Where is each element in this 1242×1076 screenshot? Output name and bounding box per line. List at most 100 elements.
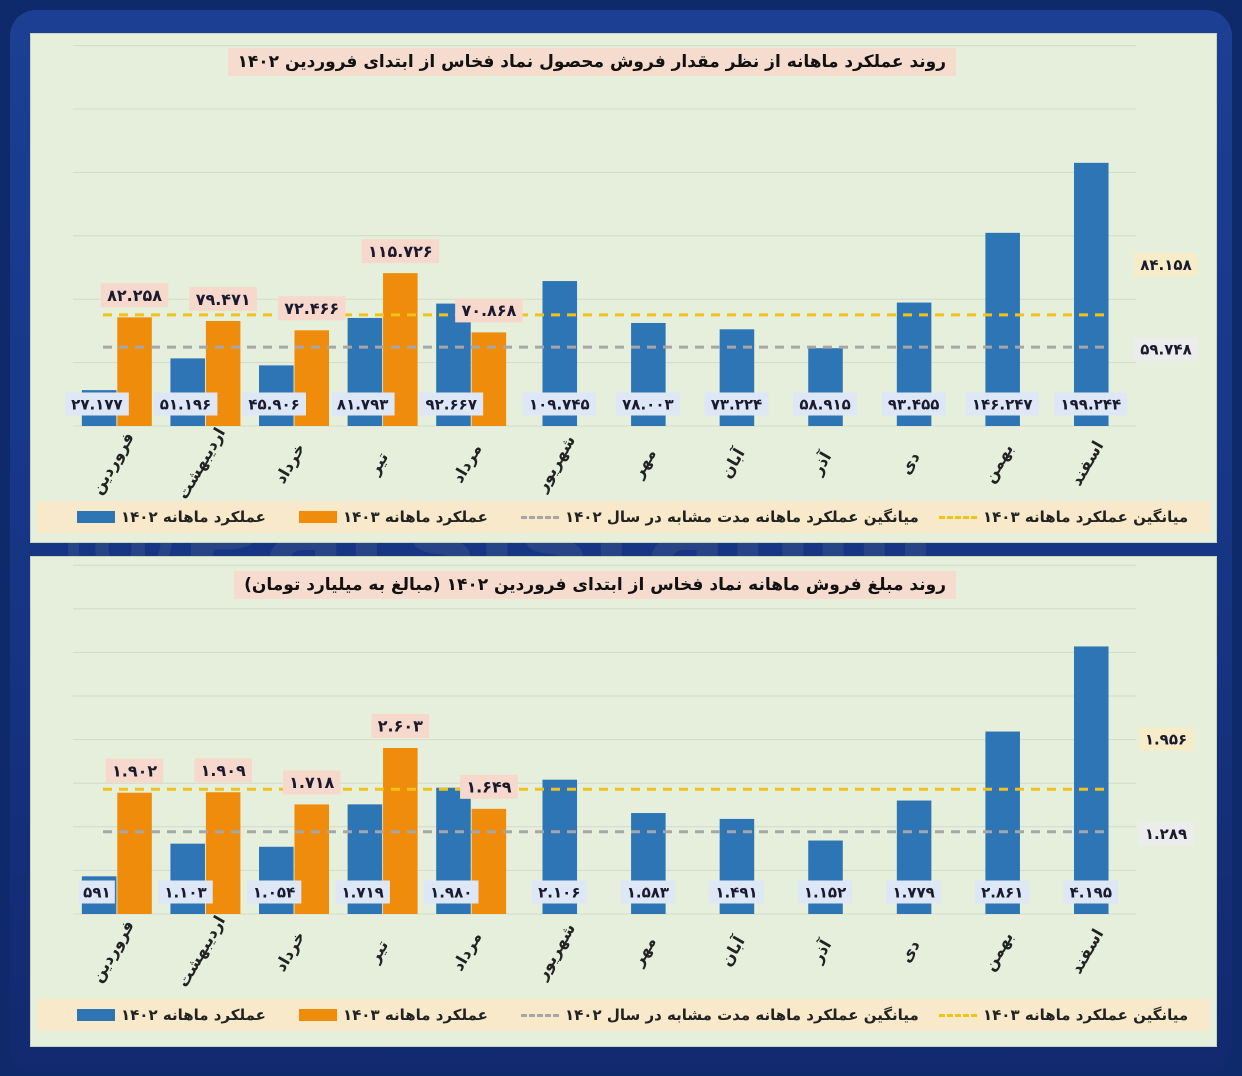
data-label-1403: ۲.۶۰۳ xyxy=(378,717,423,736)
legend-swatch-gray-dash xyxy=(521,515,559,519)
average-label: ۱.۲۸۹ xyxy=(1145,825,1187,843)
data-label-1402-bg xyxy=(881,392,946,416)
data-label-1402-bg xyxy=(78,880,115,904)
legend-label: میانگین عملکرد ماهانه ۱۴۰۳ xyxy=(983,1006,1189,1024)
data-label-1402: ۹۳.۴۵۵ xyxy=(888,395,939,413)
data-label-1403: ۱.۶۴۹ xyxy=(466,778,511,797)
average-label-bg xyxy=(1138,727,1194,751)
legend-label: میانگین عملکرد ماهانه ۱۴۰۳ xyxy=(983,508,1189,526)
chart-quantity: ۸۴.۱۵۸ ۵۹.۷۴۸ ۲۷.۱۷۷ ۵۱.۱۹۶ ۴۵.۹۰۶ ۸۱.۷۹۳ ۹۲.۶… xyxy=(65,45,1198,502)
data-label-1402: ۲.۱۰۶ xyxy=(538,883,580,901)
legend-item-avg-1403: میانگین عملکرد ماهانه ۱۴۰۳ xyxy=(939,506,1188,528)
chart-title-quantity: روند عملکرد ماهانه از نظر مقدار فروش محص… xyxy=(227,48,956,76)
legend-label: عملکرد ماهانه ۱۴۰۳ xyxy=(343,1006,488,1024)
data-label-1402: ۵۸.۹۱۵ xyxy=(799,395,850,413)
data-label-1402: ۱۹۹.۲۴۴ xyxy=(1061,395,1122,413)
legend-label: عملکرد ماهانه ۱۴۰۲ xyxy=(121,1006,266,1024)
average-label: ۸۴.۱۵۸ xyxy=(1140,256,1191,274)
average-label-bg xyxy=(1138,822,1194,846)
data-label-1402-bg xyxy=(965,392,1039,416)
data-label-1403: ۷۲.۴۶۶ xyxy=(284,299,339,318)
data-label-1402-bg xyxy=(330,392,395,416)
data-label-1402-bg xyxy=(620,880,676,904)
data-label-1402: ۱.۱۰۳ xyxy=(164,883,206,901)
category-label: مرداد xyxy=(448,928,485,974)
legend-item-avg-1402: میانگین عملکرد ماهانه مدت مشابه در سال ۱… xyxy=(521,1004,919,1026)
data-label-1402-bg xyxy=(158,880,213,904)
data-label-1402: ۴۵.۹۰۶ xyxy=(248,395,299,413)
data-label-1403: ۱۱۵.۷۲۶ xyxy=(368,242,433,261)
legend-quantity: عملکرد ماهانه ۱۴۰۲ عملکرد ماهانه ۱۴۰۳ می… xyxy=(37,501,1210,533)
data-label-1403-bg xyxy=(194,758,252,783)
data-label-1402-bg xyxy=(65,392,129,416)
chart-amount: ۱.۹۵۶ ۱.۲۸۹ ۵۹۱ ۱.۱۰۳ ۱.۰۵۴ ۱.۷۱۹ ۱.۹۸۰ ۲.۱۰۶ ۱.… xyxy=(73,564,1194,990)
data-label-1402-bg xyxy=(793,392,857,416)
data-label-1402: ۱.۷۱۹ xyxy=(342,883,384,901)
data-label-1402-bg xyxy=(886,880,941,904)
data-label-1402: ۱۴۶.۲۴۷ xyxy=(972,395,1033,413)
data-label-1402-bg xyxy=(153,392,218,416)
chart-title-amount: روند مبلغ فروش ماهانه نماد فخاس از ابتدا… xyxy=(234,571,956,599)
data-label-1402: ۱.۷۷۹ xyxy=(892,883,934,901)
legend-label: میانگین عملکرد ماهانه مدت مشابه در سال ۱… xyxy=(565,1006,919,1024)
category-label: تیر xyxy=(364,937,392,967)
category-label: دی xyxy=(896,449,924,478)
bar-1402 xyxy=(1073,162,1109,426)
data-label-1402: ۵۹۱ xyxy=(83,883,110,901)
category-label: فروردین xyxy=(87,429,138,498)
legend-swatch-yellow-dash xyxy=(939,515,977,519)
data-label-1402-bg xyxy=(709,880,764,904)
data-label-1402: ۴.۱۹۵ xyxy=(1070,883,1112,901)
category-label: شهریور xyxy=(531,432,579,496)
data-label-1403: ۷۰.۸۶۸ xyxy=(461,301,516,320)
chart-panel-amount: روند مبلغ فروش ماهانه نماد فخاس از ابتدا… xyxy=(30,556,1217,1047)
legend-item-monthly-1402: عملکرد ماهانه ۱۴۰۲ xyxy=(77,1004,266,1026)
bar-1402 xyxy=(259,846,294,914)
category-label: اردیبهشت xyxy=(173,912,229,990)
average-label-bg xyxy=(1134,337,1198,361)
legend-swatch-orange xyxy=(299,511,337,523)
data-label-1402-bg xyxy=(522,392,596,416)
data-label-1402: ۷۸.۰۰۳ xyxy=(622,395,673,413)
bar-1402 xyxy=(170,358,205,426)
category-label: خرداد xyxy=(271,928,309,975)
legend-swatch-yellow-dash xyxy=(939,1013,977,1017)
legend-label: عملکرد ماهانه ۱۴۰۲ xyxy=(121,508,266,526)
category-label: آذر xyxy=(806,936,836,967)
data-label-1403-bg xyxy=(189,287,257,312)
category-label: مهر xyxy=(628,445,660,482)
category-label: فروردین xyxy=(87,917,138,986)
average-label: ۱.۹۵۶ xyxy=(1145,731,1187,749)
category-label: خرداد xyxy=(271,440,309,487)
data-label-1402-bg xyxy=(974,880,1030,904)
category-label: بهمن xyxy=(980,440,1017,486)
data-label-1402: ۱۰۹.۷۴۵ xyxy=(529,395,590,413)
data-label-1402-bg xyxy=(246,880,302,904)
data-label-1403-bg xyxy=(282,770,341,795)
legend-item-monthly-1402: عملکرد ماهانه ۱۴۰۲ xyxy=(77,506,266,528)
legend-swatch-orange xyxy=(299,1009,337,1021)
data-label-1402-bg xyxy=(242,392,306,416)
category-label: آبان xyxy=(716,444,749,481)
data-label-1402-bg xyxy=(704,392,769,416)
data-label-1403-bg xyxy=(277,296,346,321)
category-label: مرداد xyxy=(448,440,485,486)
legend-swatch-gray-dash xyxy=(521,1013,559,1017)
data-label-1402-bg xyxy=(419,392,484,416)
category-label: آبان xyxy=(716,932,749,969)
legend-label: میانگین عملکرد ماهانه مدت مشابه در سال ۱… xyxy=(565,508,919,526)
data-label-1403-bg xyxy=(371,713,430,738)
data-label-1402: ۱.۵۸۳ xyxy=(627,883,669,901)
data-label-1402: ۱.۱۵۲ xyxy=(804,883,846,901)
data-label-1402-bg xyxy=(1063,880,1119,904)
category-label: آذر xyxy=(806,448,836,479)
average-label-bg xyxy=(1134,253,1198,277)
average-label: ۵۹.۷۴۸ xyxy=(1140,340,1191,358)
data-label-1402: ۲۷.۱۷۷ xyxy=(71,395,122,413)
legend-swatch-blue xyxy=(77,1009,115,1021)
bar-1403 xyxy=(117,792,152,914)
category-label: دی xyxy=(896,937,924,966)
data-label-1402: ۸۱.۷۹۳ xyxy=(337,395,388,413)
category-label: شهریور xyxy=(531,920,579,984)
data-label-1402: ۱.۴۹۱ xyxy=(715,883,757,901)
